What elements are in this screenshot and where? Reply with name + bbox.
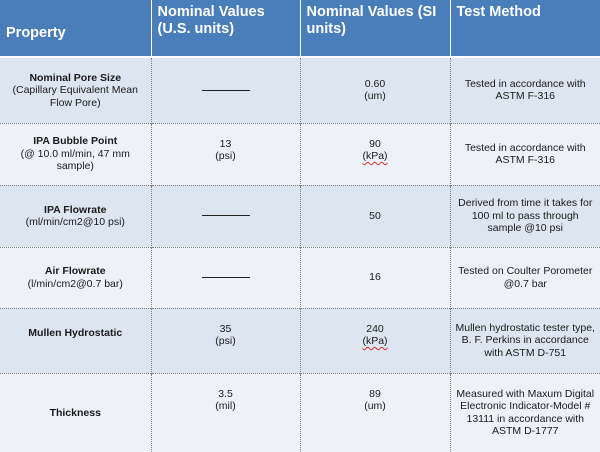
us-unit: (psi) — [215, 150, 236, 162]
table-row: Mullen Hydrostatic 35 (psi) 240 (kPa) Mu… — [0, 307, 600, 373]
si-unit: (kPa) — [362, 335, 388, 347]
si-unit: (um) — [364, 90, 386, 103]
test-method-cell: Derived from time it takes for 100 ml to… — [450, 184, 600, 247]
test-method-cell: Tested in accordance with ASTM F-316 — [450, 56, 600, 123]
si-value-cell: 89 (um) — [300, 372, 451, 452]
si-unit: (um) — [364, 400, 386, 412]
property-name: Nominal Pore Size — [29, 71, 122, 84]
si-value-cell: 50 — [300, 184, 451, 247]
table-row: Thickness 3.5 (mil) 89 (um) Measured wit… — [0, 372, 600, 452]
property-cell: Mullen Hydrostatic — [0, 307, 152, 373]
property-cell: IPA Flowrate (ml/min/cm2@10 psi) — [0, 184, 152, 247]
si-value: 240 — [366, 322, 384, 335]
si-value: 50 — [369, 209, 381, 222]
property-description: (ml/min/cm2@10 psi) — [25, 216, 125, 228]
property-description: (@ 10.0 ml/min, 47 mm sample) — [20, 147, 130, 173]
us-value-cell — [151, 246, 301, 308]
us-value: 13 — [219, 137, 232, 150]
si-value: 89 — [369, 387, 381, 400]
us-unit: (psi) — [215, 335, 236, 347]
property-name: Mullen Hydrostatic — [28, 326, 123, 339]
property-description: (Capillary Equivalent Mean Flow Pore) — [12, 84, 138, 109]
us-value-cell — [151, 184, 301, 247]
us-value: 3.5 — [218, 387, 233, 400]
header-si-units: Nominal Values (SI units) — [300, 0, 451, 57]
header-property: Property — [0, 0, 152, 57]
si-value: 90 — [369, 137, 381, 150]
test-method-cell: Mullen hydrostatic tester type, B. F. Pe… — [450, 307, 600, 373]
property-cell: Thickness — [0, 372, 152, 452]
si-unit: (kPa) — [362, 150, 388, 162]
property-cell: Air Flowrate (l/min/cm2@0.7 bar) — [0, 246, 152, 308]
table-row: IPA Flowrate (ml/min/cm2@10 psi) 50 Deri… — [0, 184, 600, 247]
header-test-method: Test Method — [450, 0, 600, 57]
header-us-units: Nominal Values (U.S. units) — [151, 0, 301, 57]
si-value: 0.60 — [364, 77, 386, 90]
si-value-cell: 16 — [300, 246, 451, 308]
property-name: Air Flowrate — [44, 265, 106, 277]
si-value-cell: 90 (kPa) — [300, 122, 451, 185]
test-method-cell: Measured with Maxum Digital Electronic I… — [450, 372, 600, 452]
test-method-cell: Tested on Coulter Porometer @0.7 bar — [450, 246, 600, 308]
si-value: 16 — [369, 271, 381, 284]
property-cell: IPA Bubble Point (@ 10.0 ml/min, 47 mm s… — [0, 122, 152, 185]
us-value: 35 — [219, 322, 232, 335]
table-row: Air Flowrate (l/min/cm2@0.7 bar) 16 Test… — [0, 246, 600, 308]
not-applicable-dash — [201, 276, 250, 278]
not-applicable-dash — [201, 215, 250, 217]
us-value-cell: 13 (psi) — [151, 122, 301, 185]
us-value-cell — [151, 56, 301, 123]
us-unit: (mil) — [215, 400, 236, 412]
property-name: Thickness — [49, 406, 101, 419]
property-name: IPA Flowrate — [4, 204, 147, 217]
us-value-cell: 3.5 (mil) — [151, 372, 301, 452]
si-value-cell: 240 (kPa) — [300, 307, 451, 373]
test-method-cell: Tested in accordance with ASTM F-316 — [450, 122, 600, 185]
si-value-cell: 0.60 (um) — [300, 56, 451, 123]
table-row: Nominal Pore Size (Capillary Equivalent … — [0, 56, 600, 123]
us-value-cell: 35 (psi) — [151, 307, 301, 373]
property-description: (l/min/cm2@0.7 bar) — [27, 277, 123, 290]
not-applicable-dash — [201, 89, 250, 91]
property-name-text: IPA Flowrate — [44, 203, 107, 216]
table-row: IPA Bubble Point (@ 10.0 ml/min, 47 mm s… — [0, 122, 600, 185]
property-name: IPA Bubble Point — [33, 135, 118, 148]
property-cell: Nominal Pore Size (Capillary Equivalent … — [0, 56, 152, 123]
header-row: Property Nominal Values (U.S. units) Nom… — [0, 0, 600, 57]
